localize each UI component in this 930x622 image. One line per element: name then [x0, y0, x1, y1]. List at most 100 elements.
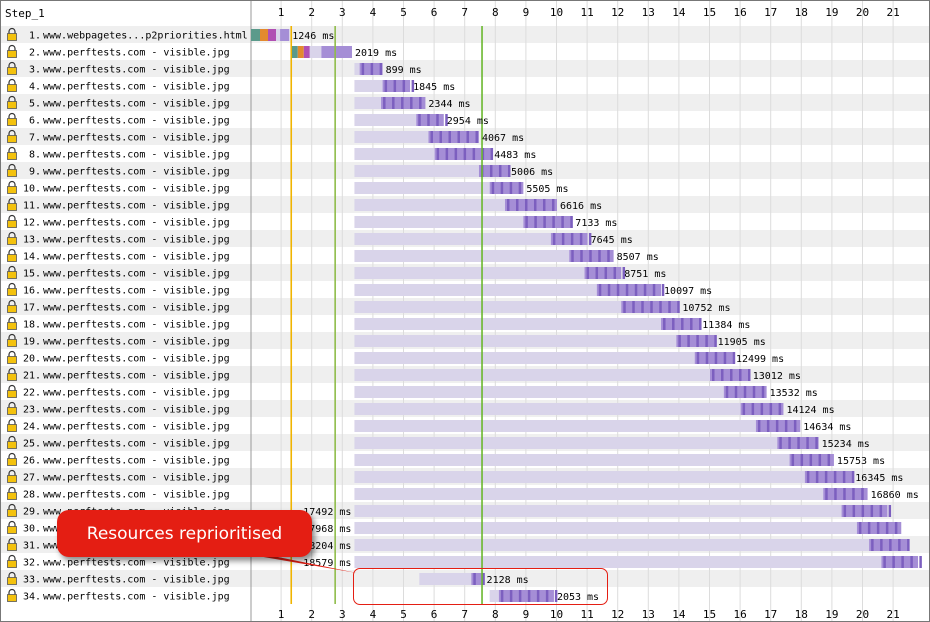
request-url: www.perftests.com - visible.jpg [43, 269, 230, 280]
lock-icon [7, 265, 17, 279]
bar-chunk [797, 437, 800, 449]
bar-chunk [714, 352, 718, 364]
request-label[interactable]: 15. www.perftests.com - visible.jpg [7, 265, 230, 280]
bar-chunk [551, 199, 555, 211]
bar-chunk [518, 590, 522, 602]
request-label[interactable]: 9. www.perftests.com - visible.jpg [7, 163, 230, 178]
request-url: www.perftests.com - visible.jpg [43, 354, 230, 365]
request-label[interactable]: 6. www.perftests.com - visible.jpg [7, 112, 230, 127]
request-label[interactable]: 13. www.perftests.com - visible.jpg [7, 231, 230, 246]
bar-chunk [402, 80, 406, 92]
duration-label: 2053 ms [557, 592, 599, 603]
request-label[interactable]: 25. www.perftests.com - visible.jpg [7, 435, 230, 450]
bar-chunk [663, 318, 666, 330]
request-label[interactable]: 12. www.perftests.com - visible.jpg [7, 214, 230, 229]
request-label[interactable]: 27. www.perftests.com - visible.jpg [7, 469, 230, 484]
request-label[interactable]: 33. www.perftests.com - visible.jpg [7, 571, 230, 586]
bar-chunk [668, 301, 671, 313]
bar-chunk [570, 233, 574, 245]
bar-chunk [622, 267, 626, 279]
bar-chunk [427, 114, 430, 126]
bar-chunk [883, 556, 886, 568]
tick-label-top: 19 [825, 6, 838, 19]
request-label[interactable]: 14. www.perftests.com - visible.jpg [7, 248, 230, 263]
tick-label-bottom: 8 [492, 608, 499, 621]
request-label[interactable]: 21. www.perftests.com - visible.jpg [7, 367, 230, 382]
request-label[interactable]: 34. www.perftests.com - visible.jpg [7, 588, 230, 603]
request-number: 20. [23, 354, 41, 365]
request-label[interactable]: 3. www.perftests.com - visible.jpg [7, 61, 230, 76]
request-label[interactable]: 7. www.perftests.com - visible.jpg [7, 129, 230, 144]
request-bar [290, 46, 352, 58]
bar-chunk [498, 165, 502, 177]
request-label[interactable]: 17. www.perftests.com - visible.jpg [7, 299, 230, 314]
bar-chunk [439, 131, 442, 143]
lock-icon [7, 367, 17, 381]
tick-label-bottom: 13 [642, 608, 655, 621]
bar-chunk [634, 284, 638, 296]
bar-ssl-segment [303, 46, 310, 58]
request-url: www.perftests.com - visible.jpg [43, 592, 230, 603]
bar-chunk [818, 454, 822, 466]
bar-download-segment [881, 556, 919, 568]
tick-label-bottom: 9 [523, 608, 530, 621]
tick-label-top: 8 [492, 6, 499, 19]
bar-download-segment [676, 335, 715, 347]
bar-download-segment [661, 318, 700, 330]
bar-chunk [788, 437, 791, 449]
bar-chunk [418, 114, 421, 126]
request-number: 2. [29, 48, 41, 59]
bar-chunk [889, 539, 892, 551]
request-label[interactable]: 32. www.perftests.com - visible.jpg [7, 554, 230, 569]
bar-chunk [524, 199, 528, 211]
request-label[interactable]: 19. www.perftests.com - visible.jpg [7, 333, 230, 348]
bar-chunk [842, 471, 846, 483]
request-number: 14. [23, 252, 41, 263]
request-label[interactable]: 11. www.perftests.com - visible.jpg [7, 197, 230, 212]
request-label[interactable]: 26. www.perftests.com - visible.jpg [7, 452, 230, 467]
duration-label: 15234 ms [822, 439, 870, 450]
bar-chunk [714, 335, 717, 347]
request-label[interactable]: 2. www.perftests.com - visible.jpg [7, 44, 230, 59]
request-bar [354, 488, 868, 500]
bar-download-segment [280, 29, 290, 41]
tick-label-bottom: 14 [672, 608, 686, 621]
bar-chunk [752, 386, 756, 398]
request-label[interactable]: 1. www.webpagetes...p2priorities.html [7, 27, 248, 42]
request-label[interactable]: 5. www.perftests.com - visible.jpg [7, 95, 230, 110]
lock-icon [7, 588, 17, 602]
tick-label-top: 3 [339, 6, 346, 19]
request-label[interactable]: 16. www.perftests.com - visible.jpg [7, 282, 230, 297]
request-label[interactable]: 8. www.perftests.com - visible.jpg [7, 146, 230, 161]
duration-label: 2954 ms [447, 116, 489, 127]
duration-label: 11384 ms [702, 320, 750, 331]
request-number: 29. [23, 507, 41, 518]
request-label[interactable]: 20. www.perftests.com - visible.jpg [7, 350, 230, 365]
lock-icon [7, 248, 17, 262]
bar-chunk [598, 250, 601, 262]
bar-chunk [677, 301, 680, 313]
request-label[interactable]: 23. www.perftests.com - visible.jpg [7, 401, 230, 416]
bar-chunk [525, 216, 528, 228]
bar-chunk [500, 182, 504, 194]
request-url: www.perftests.com - visible.jpg [43, 405, 230, 416]
request-label[interactable]: 28. www.perftests.com - visible.jpg [7, 486, 230, 501]
request-label[interactable]: 24. www.perftests.com - visible.jpg [7, 418, 230, 433]
request-label[interactable]: 18. www.perftests.com - visible.jpg [7, 316, 230, 331]
bar-chunk [705, 335, 708, 347]
request-label[interactable]: 4. www.perftests.com - visible.jpg [7, 78, 230, 93]
request-label[interactable]: 10. www.perftests.com - visible.jpg [7, 180, 230, 195]
bar-wait-segment [354, 386, 724, 398]
request-bar [354, 403, 784, 415]
bar-download-segment [550, 233, 588, 245]
request-url: www.perftests.com - visible.jpg [43, 201, 230, 212]
request-number: 27. [23, 473, 41, 484]
bar-ssl-segment [268, 29, 276, 41]
bar-chunk [751, 403, 755, 415]
tick-label-top: 9 [523, 6, 530, 19]
lock-icon [7, 503, 17, 517]
lock-icon [7, 163, 17, 177]
request-label[interactable]: 22. www.perftests.com - visible.jpg [7, 384, 230, 399]
request-bar [354, 80, 415, 92]
request-url: www.webpagetes...p2priorities.html [43, 31, 248, 42]
